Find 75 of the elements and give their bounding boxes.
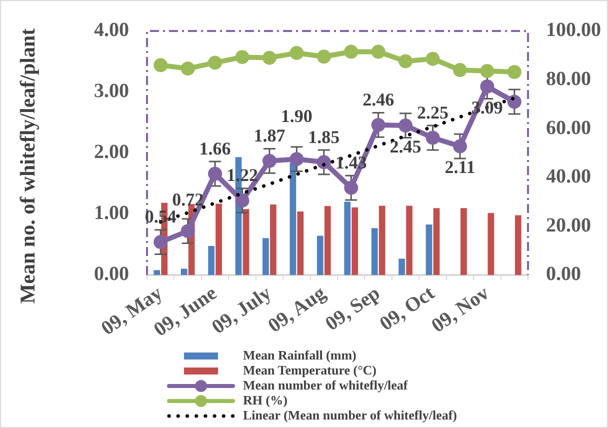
point <box>316 155 331 170</box>
point <box>208 166 222 181</box>
point <box>180 62 195 76</box>
bar <box>208 246 214 275</box>
point <box>262 154 276 168</box>
point <box>316 50 331 64</box>
point <box>452 63 467 78</box>
bar <box>297 212 304 275</box>
bar <box>242 209 250 275</box>
bar <box>216 204 222 275</box>
bar <box>460 208 467 275</box>
point <box>344 44 358 59</box>
bar <box>324 206 331 275</box>
data-label: 2.46 <box>362 90 394 110</box>
legend-label: Mean Temperature (°C) <box>243 362 376 378</box>
bar <box>426 224 432 275</box>
bar <box>433 208 440 275</box>
point <box>398 54 413 68</box>
y2-tick-label: 40.00 <box>546 166 591 188</box>
point <box>452 139 467 154</box>
data-label: 2.11 <box>444 157 476 178</box>
point <box>371 44 386 59</box>
data-label: 2.45 <box>390 136 422 156</box>
point <box>507 94 522 109</box>
y2-tick-label: 20.00 <box>546 214 591 236</box>
y2-tick-label: 80.00 <box>546 68 591 90</box>
legend-label: RH (%) <box>243 392 288 408</box>
y-tick-label: 3.00 <box>94 80 129 102</box>
y-axis-title: Mean no. of whitefly/leaf/plant <box>15 28 40 304</box>
y-tick-label: 1.00 <box>94 202 129 224</box>
data-label: 2.25 <box>417 102 448 122</box>
point <box>426 52 440 66</box>
point <box>290 46 304 60</box>
bar <box>514 215 522 275</box>
point <box>371 118 386 132</box>
point <box>507 64 522 79</box>
bar <box>406 206 412 275</box>
bar <box>262 238 269 275</box>
bar <box>398 258 405 275</box>
bar <box>378 206 386 275</box>
legend-label: Mean number of whitefly/leaf <box>243 377 408 392</box>
data-label: 1.85 <box>308 126 340 147</box>
point <box>154 58 168 72</box>
data-label: 1.66 <box>199 138 231 158</box>
data-label: 1.90 <box>280 106 312 126</box>
point <box>180 224 195 238</box>
legend-label: Linear (Mean number of whitefly/leaf) <box>243 407 457 422</box>
point <box>208 56 222 70</box>
point <box>398 118 413 133</box>
y2-tick-label: 100.00 <box>546 19 601 42</box>
bar <box>154 270 160 275</box>
y2-tick-label: 0.00 <box>546 263 581 286</box>
point <box>262 50 276 65</box>
bar <box>352 207 358 275</box>
point <box>290 152 304 166</box>
point <box>235 50 250 64</box>
bar <box>344 202 351 275</box>
y-tick-label: 0.00 <box>94 263 129 286</box>
point <box>426 130 440 145</box>
point <box>344 180 358 195</box>
bar <box>316 236 324 275</box>
point <box>154 235 168 250</box>
point <box>480 64 494 78</box>
bar <box>488 213 494 275</box>
legend-label: Mean Rainfall (mm) <box>243 347 356 362</box>
data-label: 1.87 <box>254 126 286 146</box>
y2-tick-label: 60.00 <box>546 116 591 139</box>
bar <box>290 162 296 275</box>
y-tick-label: 2.00 <box>94 141 129 164</box>
y-tick-label: 4.00 <box>94 19 129 42</box>
bar <box>270 204 276 275</box>
point <box>480 80 494 94</box>
bar <box>180 268 188 275</box>
point <box>235 194 250 208</box>
bar <box>371 228 378 275</box>
